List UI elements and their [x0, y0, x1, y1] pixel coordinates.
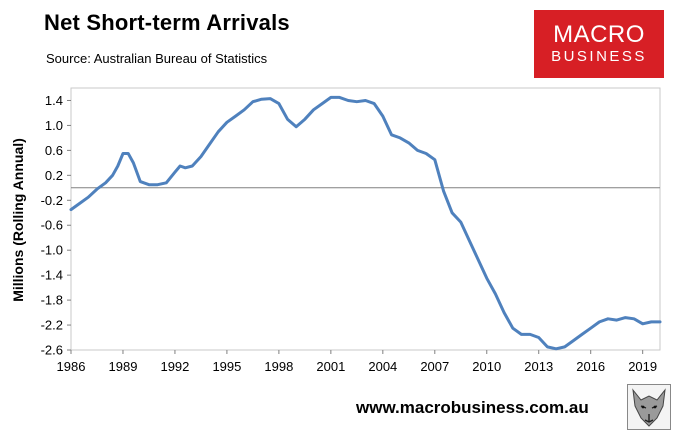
x-tick-label: 1986: [57, 359, 86, 374]
chart-subtitle: Source: Australian Bureau of Statistics: [46, 51, 268, 66]
logo-line-2: BUSINESS: [551, 48, 647, 65]
x-tick-label: 2010: [472, 359, 501, 374]
y-tick-label: -1.4: [41, 268, 63, 283]
x-tick-label: 1992: [160, 359, 189, 374]
series-line: [69, 95, 662, 351]
x-tick-label: 1995: [212, 359, 241, 374]
x-tick-label: 1989: [109, 359, 138, 374]
x-tick-label: 2004: [368, 359, 397, 374]
y-tick-label: -2.6: [41, 343, 63, 358]
y-tick-label: -0.2: [41, 193, 63, 208]
chart-tick-labels: 1.4 1.0 0.6 0.2 -0.2 -0.6 -1.0 -1.4 -1.8 -2.2 -2.6…: [41, 93, 658, 374]
chart-title: Net Short-term Arrivals: [44, 10, 290, 35]
logo-line-1: MACRO: [553, 21, 645, 48]
y-tick-label: 1.0: [45, 118, 63, 133]
x-tick-label: 1998: [264, 359, 293, 374]
chart-axes: [67, 87, 661, 354]
wolf-icon: [627, 384, 671, 430]
footer-url: www.macrobusiness.com.au: [356, 398, 589, 417]
x-tick-label: 2007: [420, 359, 449, 374]
macro-business-logo: MACRO BUSINESS: [534, 10, 664, 78]
x-tick-label: 2001: [316, 359, 345, 374]
y-tick-label: 1.4: [45, 93, 63, 108]
x-tick-label: 2019: [628, 359, 657, 374]
y-tick-label: -2.2: [41, 318, 63, 333]
y-tick-label: 0.2: [45, 168, 63, 183]
plot-frame: [70, 87, 661, 351]
y-tick-label: 0.6: [45, 143, 63, 158]
x-tick-label: 2016: [576, 359, 605, 374]
y-tick-label: -0.6: [41, 218, 63, 233]
y-tick-label: -1.0: [41, 243, 63, 258]
y-tick-label: -1.8: [41, 293, 63, 308]
x-tick-label: 2013: [524, 359, 553, 374]
